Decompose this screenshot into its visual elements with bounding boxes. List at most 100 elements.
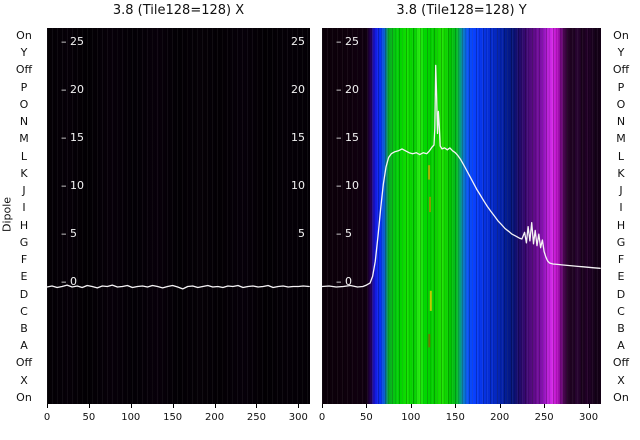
dipole-label: N [19,115,29,129]
y-tick-label: – 15 [336,131,359,145]
dipole-label: G [616,235,626,249]
heatmap-noise-overlay [47,28,310,404]
heatmap-artifact [428,165,431,180]
x-tick-label: 300 [579,412,599,423]
x-tick-label: 50 [360,412,373,423]
x-tick-mark [256,404,258,408]
dipole-label: C [617,304,625,318]
dipole-label: P [20,80,28,94]
x-tick-mark [88,404,90,408]
y-tick-label: – 10 [61,179,84,193]
dipole-label: D [616,287,626,301]
dipole-label: A [617,339,625,353]
dipole-label: K [20,166,28,180]
y-tick-label: – 20 [61,83,84,97]
x-tick-label: 50 [82,412,96,423]
x-tick-label: 250 [246,412,266,423]
dipole-label: E [617,270,625,284]
dipole-label: On [613,390,629,404]
x-tick-label: 0 [43,412,51,423]
y-tick-label: – 0 [61,275,77,289]
dipole-label: B [20,321,28,335]
dipole-label: G [19,235,29,249]
dipole-label: P [617,80,625,94]
x-tick-mark [588,404,590,408]
trace-y-svg [321,64,601,348]
x-tick-mark [499,404,501,408]
x-tick-label: 100 [121,412,141,423]
y-tick-label: 10 [291,179,305,193]
dipole-label: M [616,132,626,146]
dipole-label: J [619,184,623,198]
x-tick-mark [130,404,132,408]
x-tick-label: 0 [318,412,326,423]
dipole-label: F [617,253,625,267]
dipole-label: A [20,339,28,353]
x-tick-mark [298,404,300,408]
x-tick-label: 300 [288,412,308,423]
dipole-label: E [20,270,28,284]
dipole-label: K [617,166,625,180]
dipole-label: Off [612,356,630,370]
x-tick-mark [322,404,323,408]
trace-line [321,64,601,288]
x-tick-mark [410,404,412,408]
y-tick-label: 25 [291,35,305,49]
dipole-label: L [617,149,625,163]
heatmap-y [322,28,601,404]
x-tick-mark [172,404,174,408]
dipole-label: I [619,201,623,215]
dipole-label: C [20,304,28,318]
dipole-label: Y [617,46,625,60]
dipole-label: O [19,97,29,111]
y-tick-label: – 0 [336,275,352,289]
dipole-label: H [616,218,626,232]
dipole-label: D [19,287,29,301]
dipole-label: Off [612,63,630,77]
y-tick-label: – 15 [61,131,84,145]
panel-y-plot: 0 50 100 150 200 250 300 – 25 – 20 – 15 – 10 – 5 – 0 [319,28,601,423]
y-tick-label: 5 [298,227,305,241]
y-tick-label: 15 [291,131,305,145]
dipole-label: On [613,29,629,42]
dipole-label: X [20,373,28,387]
dipole-label: I [22,201,26,215]
dipole-labels-right: On Y Off P O N M L K J I H G F E D C B A Off X On [604,30,638,404]
x-tick-label: 150 [163,412,183,423]
heatmap-x [47,28,310,404]
dipole-label: Off [15,63,33,77]
x-tick-mark [544,404,546,408]
heatmap-artifact [429,290,432,311]
y-tick-label: – 25 [61,35,84,49]
y-tick-label: – 5 [61,227,77,241]
dipole-label: X [617,373,625,387]
dipole-label: H [19,218,29,232]
x-tick-mark [366,404,368,408]
x-tick-mark [455,404,457,408]
x-tick-label: 200 [204,412,225,423]
dipole-labels-left: On Y Off P O N M L K J I H G F E D C B A Off X On [8,30,40,404]
x-tick-mark [214,404,216,408]
x-tick-mark [47,404,48,408]
dipole-label: L [20,149,28,163]
dipole-label: J [22,184,26,198]
heatmap-artifact [429,196,431,213]
y-tick-label: – 25 [336,35,359,49]
dipole-label: Y [20,46,28,60]
dipole-label: F [20,253,28,267]
trace-line [46,284,310,290]
dipole-label: M [19,132,29,146]
dipole-label: Off [15,356,33,370]
x-tick-label: 100 [401,412,421,423]
x-tick-label: 150 [445,412,465,423]
y-tick-label: – 10 [336,179,359,193]
dipole-label: On [16,390,32,404]
x-tick-label: 200 [490,412,510,423]
panel-y-title: 3.8 (Tile128=128) Y [396,3,527,18]
panel-x-title: 3.8 (Tile128=128) X [112,3,245,18]
dipole-label: O [616,97,626,111]
dipole-label: N [616,115,626,129]
heatmap-noise-overlay [322,28,601,404]
x-tick-label: 250 [534,412,554,423]
